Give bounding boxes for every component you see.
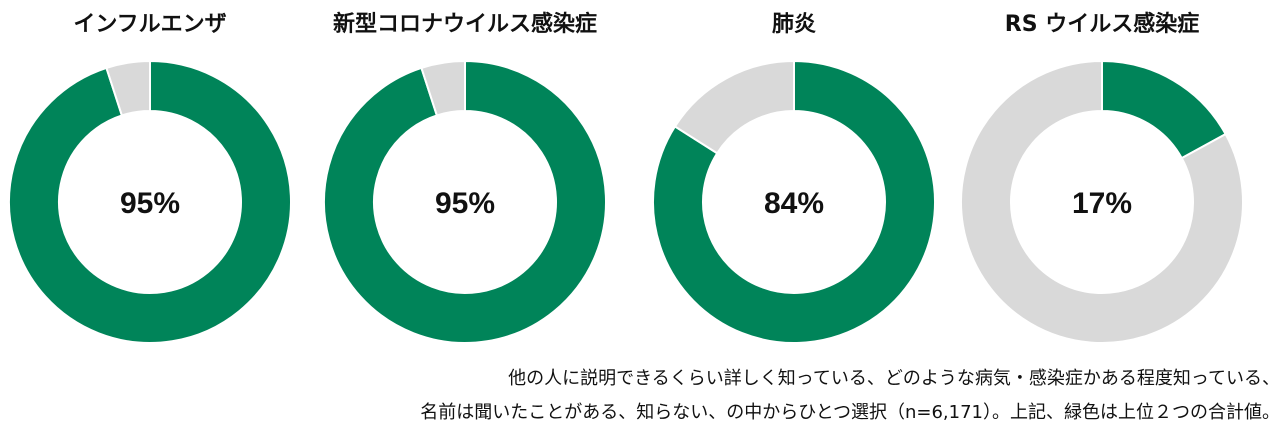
donut-center-label: 84% (764, 187, 824, 220)
donut-center-label: 95% (120, 187, 180, 220)
chart-title: インフルエンザ (73, 12, 227, 37)
donut-svg: 95% (323, 59, 607, 344)
donut-slice-top2-total (652, 59, 936, 344)
donut-slice-remainder (960, 59, 1244, 344)
donut-chart-rsv: RS ウイルス感染症 17% (952, 0, 1252, 345)
donut-slice-remainder (420, 59, 466, 117)
chart-title: 新型コロナウイルス感染症 (332, 12, 597, 37)
footnote-line-1: 他の人に説明できるくらい詳しく知っている、どのような病気・感染症かある程度知って… (508, 368, 1280, 389)
donut-slice-remainder (105, 59, 151, 117)
donut-svg: 17% (960, 59, 1244, 344)
donut-slice-top2-total (8, 59, 292, 344)
donut-center-label: 17% (1072, 187, 1132, 220)
chart-title: RS ウイルス感染症 (1004, 12, 1200, 37)
donut-chart-pneumonia: 肺炎 84% (644, 0, 944, 345)
donut-chart-influenza: インフルエンザ 95% (0, 0, 300, 345)
donut-svg: 84% (652, 59, 936, 344)
footnote-line-2: 名前は聞いたことがある、知らない、の中からひとつ選択（n=6,171）。上記、緑… (420, 402, 1280, 423)
donut-slice-remainder (673, 59, 795, 155)
donut-slice-top2-total (323, 59, 607, 344)
donut-svg: 95% (8, 59, 292, 344)
donut-chart-covid19: 新型コロナウイルス感染症 95% (315, 0, 615, 345)
donut-center-label: 95% (435, 187, 495, 220)
chart-title: 肺炎 (771, 12, 816, 37)
